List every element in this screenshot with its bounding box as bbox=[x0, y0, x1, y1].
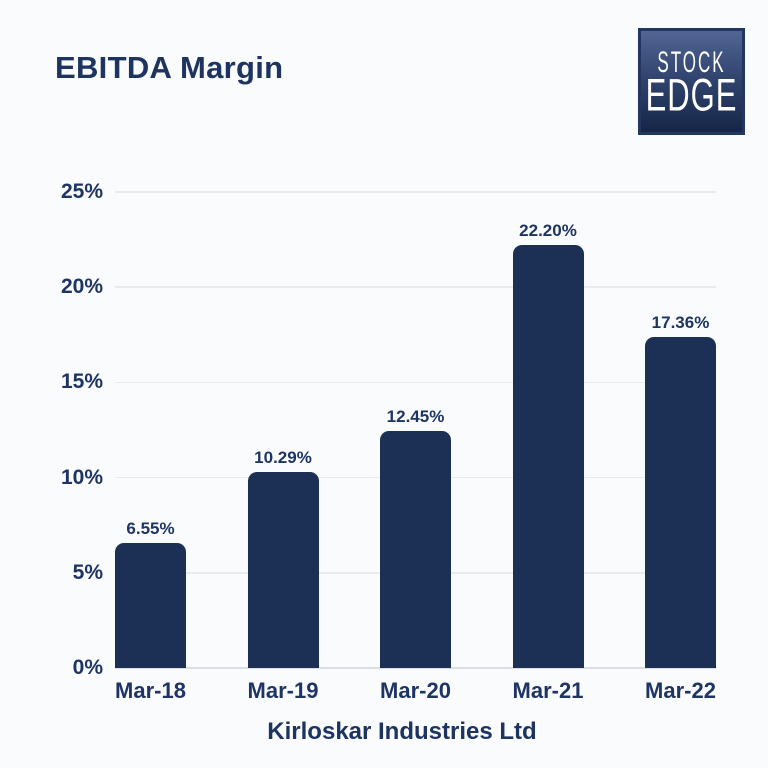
bar-value-label: 22.20% bbox=[519, 221, 577, 241]
bar-value-label: 12.45% bbox=[386, 406, 445, 426]
bar-value-label: 6.55% bbox=[126, 519, 175, 539]
bar-Mar-21 bbox=[512, 245, 584, 668]
company-name: Kirloskar Industries Ltd bbox=[267, 718, 537, 745]
x-axis-label-Mar-20: Mar-20 bbox=[380, 678, 451, 703]
gridline-15% bbox=[115, 381, 716, 384]
y-axis-label: 0% bbox=[72, 656, 103, 679]
y-axis-label: 15% bbox=[60, 370, 103, 394]
gridline-20% bbox=[115, 286, 716, 288]
plot-area: 6.55% Mar-18 10.29% Mar-19 12.45% Mar-20 22.20… bbox=[115, 191, 716, 703]
x-axis-label-Mar-22: Mar-22 bbox=[645, 678, 716, 703]
logo-edge-text: EDGE bbox=[645, 70, 738, 121]
bar-Mar-19 bbox=[247, 472, 319, 668]
stockedge-logo: STOCK EDGE bbox=[638, 28, 745, 135]
chart-title: EBITDA Margin bbox=[55, 50, 284, 85]
gridline-25% bbox=[115, 191, 716, 193]
bar-value-label: 17.36% bbox=[651, 313, 710, 333]
bar-Mar-20 bbox=[380, 430, 451, 668]
y-axis-label: 20% bbox=[60, 275, 103, 299]
bar-Mar-18 bbox=[115, 543, 186, 668]
bar-value-label: 10.29% bbox=[254, 448, 312, 468]
x-axis-label-Mar-21: Mar-21 bbox=[512, 678, 584, 703]
y-axis-label: 10% bbox=[60, 465, 103, 489]
x-axis-label-Mar-18: Mar-18 bbox=[115, 678, 186, 703]
y-axis-label: 25% bbox=[60, 180, 103, 203]
gridline-0% bbox=[115, 667, 716, 669]
y-axis-label: 5% bbox=[72, 560, 103, 584]
bar-Mar-22 bbox=[645, 337, 716, 668]
x-axis-label-Mar-19: Mar-19 bbox=[247, 678, 319, 703]
logo-stock-text: STOCK bbox=[657, 45, 726, 80]
